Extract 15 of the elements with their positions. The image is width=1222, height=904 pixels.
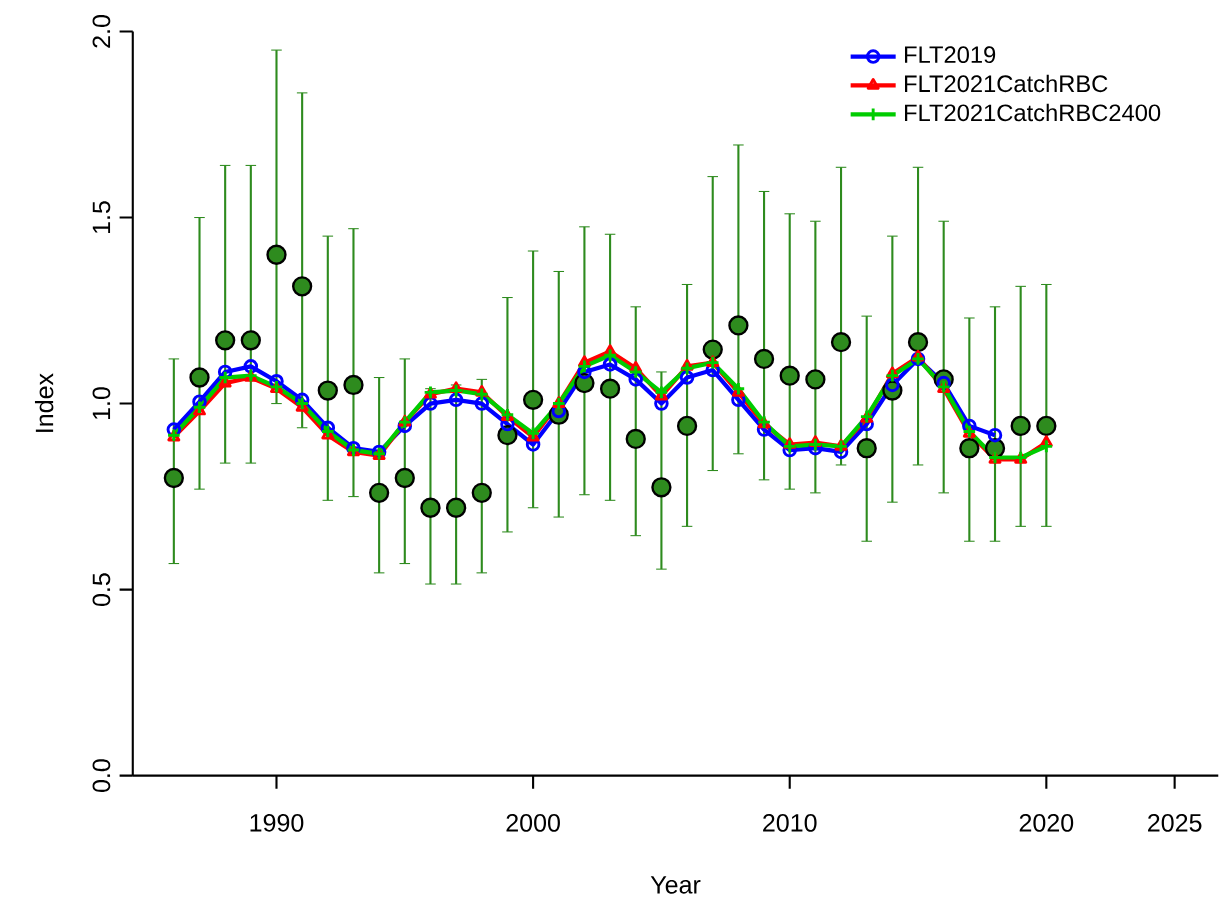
- legend-label: FLT2021CatchRBC2400: [905, 103, 1161, 122]
- y-tick-label: 2.0: [92, 15, 111, 48]
- x-axis-title: Year: [650, 876, 701, 894]
- y-tick-label: 1.5: [92, 201, 111, 234]
- y-tick-label: 0.5: [92, 573, 111, 607]
- y-axis-title: Index: [34, 373, 54, 432]
- y-tick-label: 1.0: [92, 387, 111, 420]
- x-tick-label: 1990: [250, 813, 304, 832]
- x-tick-label: 2000: [506, 813, 560, 832]
- x-tick-label: 2025: [1148, 813, 1202, 832]
- x-tick-label: 2010: [763, 813, 817, 832]
- y-tick-label: 0.0: [92, 759, 111, 793]
- x-tick-label: 2020: [1019, 813, 1074, 832]
- legend-label: FLT2019: [905, 46, 996, 64]
- legend-label: FLT2021CatchRBC: [905, 74, 1108, 93]
